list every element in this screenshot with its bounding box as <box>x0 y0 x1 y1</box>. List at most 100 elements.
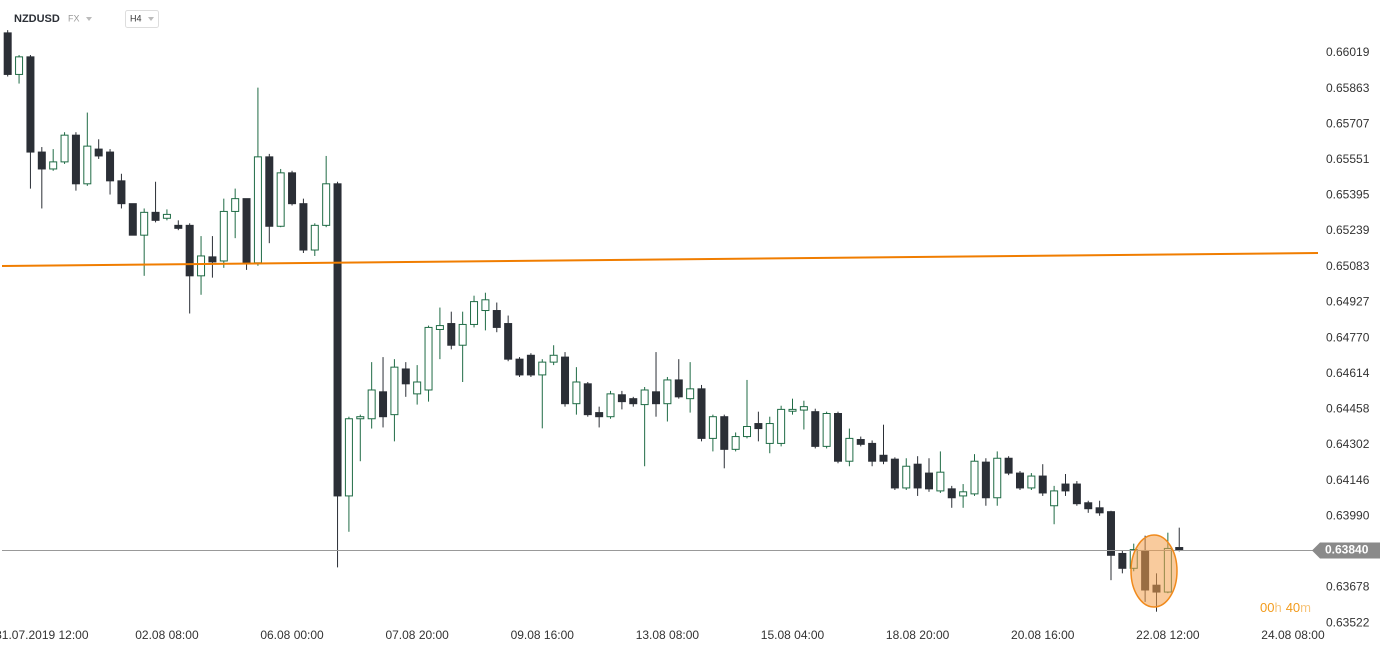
candle-body <box>617 394 626 403</box>
candle-body <box>1038 475 1047 494</box>
candle-body <box>959 491 968 497</box>
symbol[interactable]: NZDUSD <box>14 13 60 25</box>
candle-body <box>1004 457 1013 474</box>
candle-body <box>925 472 934 490</box>
candle-body <box>788 408 797 412</box>
candle-body <box>822 412 831 447</box>
candle-body <box>151 211 160 221</box>
timeframe-box[interactable] <box>125 10 159 28</box>
x-tick-label: 20.08 16:00 <box>1011 628 1075 642</box>
candle-body <box>549 354 558 363</box>
candle-body <box>504 323 513 360</box>
candle-body <box>276 172 285 227</box>
candle-body <box>253 156 262 264</box>
candle-body <box>3 32 12 75</box>
candle-body <box>71 134 80 185</box>
candle-body <box>936 471 945 492</box>
y-tick-label: 0.65395 <box>1326 188 1370 202</box>
candle-body <box>390 366 399 416</box>
candle-body <box>322 183 331 226</box>
candle-body <box>470 301 479 325</box>
y-tick-label: 0.64927 <box>1326 294 1370 308</box>
candle-body <box>708 416 717 439</box>
candle-body <box>606 393 615 418</box>
candle-body <box>947 488 956 499</box>
x-tick-label: 09.08 16:00 <box>511 628 575 642</box>
candle-body <box>890 458 899 489</box>
candle-body <box>583 383 592 416</box>
x-tick-label: 18.08 20:00 <box>886 628 950 642</box>
candle-body <box>538 361 547 376</box>
candle-body <box>993 457 1002 499</box>
candle-body <box>424 326 433 391</box>
candle-body <box>686 388 695 400</box>
market[interactable]: FX <box>68 13 80 23</box>
y-tick-label: 0.65239 <box>1326 223 1370 237</box>
candle-body <box>1095 507 1104 514</box>
y-tick-label: 0.64770 <box>1326 330 1370 344</box>
candle-body <box>663 379 672 405</box>
current-price-label: 0.63840 <box>1325 543 1369 557</box>
candle-body <box>526 354 535 376</box>
candle-body <box>344 418 353 497</box>
candle-body <box>288 172 297 205</box>
candle-body <box>1061 483 1070 492</box>
candle-body <box>356 416 365 420</box>
candle-body <box>720 416 729 450</box>
candle-body <box>128 203 137 236</box>
timeframe-caret[interactable] <box>148 17 154 21</box>
candle-body <box>197 255 206 277</box>
candle-body <box>367 389 376 420</box>
y-tick-label: 0.66019 <box>1326 45 1370 59</box>
candle-body <box>868 442 877 462</box>
candle-body <box>299 203 308 251</box>
candle-body <box>94 148 103 157</box>
countdown: 00h 40m <box>1260 600 1311 615</box>
candle-body <box>856 439 865 445</box>
x-tick-label: 31.07.2019 12:00 <box>0 628 89 642</box>
candle-body <box>731 436 740 450</box>
candle-body <box>674 379 683 398</box>
candle-body <box>162 213 171 219</box>
candle-body <box>26 56 35 153</box>
x-tick-label: 13.08 08:00 <box>636 628 700 642</box>
candle-body <box>1106 511 1115 556</box>
countdown-h: h <box>1274 600 1281 615</box>
candle-body <box>231 198 240 212</box>
x-tick-label: 24.08 08:00 <box>1261 628 1325 642</box>
candle-body <box>595 412 604 418</box>
current-price-tag <box>1312 542 1380 559</box>
x-tick-label: 02.08 08:00 <box>135 628 199 642</box>
candle-body <box>1072 483 1081 505</box>
candle-body <box>1084 502 1093 510</box>
candle-body <box>629 398 638 405</box>
y-tick-label: 0.63522 <box>1326 615 1370 629</box>
candle-body <box>492 310 501 328</box>
candle-body <box>242 198 251 264</box>
candle-body <box>754 423 763 430</box>
candle-body <box>83 145 92 185</box>
candle-body <box>60 134 69 163</box>
candle-body <box>765 423 774 444</box>
candle-body <box>49 161 58 170</box>
y-tick-label: 0.65863 <box>1326 81 1370 95</box>
candle-body <box>140 211 149 236</box>
market-caret[interactable] <box>86 17 92 21</box>
y-tick-label: 0.65707 <box>1326 116 1370 130</box>
candle-body <box>879 454 888 462</box>
candle-body <box>970 460 979 495</box>
candle-body <box>15 56 24 75</box>
candle-body <box>515 358 524 376</box>
timeframe[interactable]: H4 <box>130 13 142 23</box>
candle-body <box>37 151 46 170</box>
y-tick-label: 0.63990 <box>1326 508 1370 522</box>
candle-body <box>333 183 342 497</box>
candle-body <box>834 412 843 462</box>
candle-body <box>743 426 752 438</box>
highlight <box>1130 534 1178 608</box>
candle-body <box>379 391 388 418</box>
candle-body <box>310 224 319 251</box>
candle-body <box>1015 472 1024 489</box>
plot: 0.66019 0.65863 0.65707 0.65551 0.65395 0.652… <box>0 30 1380 642</box>
